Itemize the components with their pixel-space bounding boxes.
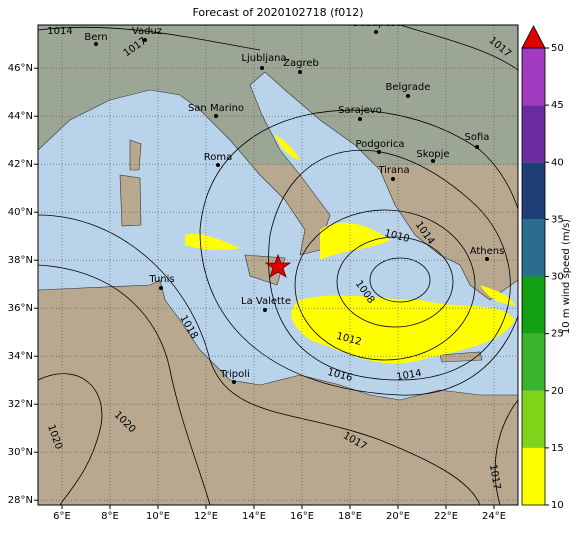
isobars [38, 25, 518, 505]
colorbar-segment [522, 276, 545, 334]
y-tick-label: 44°N [8, 111, 33, 122]
city-marker [214, 114, 218, 118]
city-label: San Marino [188, 103, 244, 114]
colorbar-segment [522, 333, 545, 391]
city-marker [143, 38, 147, 42]
colorbar: 10 15 20 25 30 35 40 45 50 10 m wind speed (m/s) [521, 25, 572, 511]
city-marker [260, 66, 264, 70]
x-tick-label: 22°E [434, 511, 458, 522]
colorbar-tick-label: 30 [551, 272, 564, 283]
axes: 6°E 8°E 10°E 12°E 14°E 16°E 18°E 20°E 22°E 24°E 28… [8, 63, 506, 522]
colorbar-tick-label: 35 [551, 214, 564, 225]
colorbar-segment [522, 162, 545, 220]
isobar-label: 1014 [47, 26, 72, 37]
city-marker [485, 257, 489, 261]
x-tick-label: 14°E [242, 511, 266, 522]
x-tick-label: 24°E [482, 511, 506, 522]
colorbar-segment [522, 48, 545, 106]
colorbar-label: 10 m wind speed (m/s) [561, 219, 572, 334]
city-label: Athens [470, 246, 505, 257]
sardinia [119, 174, 142, 227]
title: Forecast of 2020102718 (f012) [192, 6, 363, 19]
x-tick-label: 10°E [146, 511, 170, 522]
city-label: Skopje [416, 149, 449, 160]
colorbar-tick-label: 10 [551, 500, 564, 511]
x-tick-label: 16°E [290, 511, 314, 522]
city-label: Vaduz [132, 26, 162, 37]
city-marker [298, 70, 302, 74]
x-tick-label: 8°E [101, 511, 119, 522]
map-frame [37, 24, 519, 506]
city-label: Ljubljana [241, 53, 286, 64]
city-label: La Valette [241, 296, 291, 307]
x-tick-label: 12°E [194, 511, 218, 522]
city-marker [391, 177, 395, 181]
y-tick-label: 36°N [8, 303, 33, 314]
corsica [129, 139, 142, 171]
city-label: Tunis [148, 274, 174, 285]
y-tick-label: 40°N [8, 207, 33, 218]
city-marker [406, 94, 410, 98]
city-label: Roma [204, 152, 233, 163]
city-label: Tripoli [219, 369, 250, 380]
colorbar-segment [522, 447, 545, 505]
city-label: Tirana [377, 165, 409, 176]
y-tick-label: 34°N [8, 351, 33, 362]
city-marker [475, 145, 479, 149]
y-tick-label: 28°N [8, 495, 33, 506]
x-tick-label: 20°E [386, 511, 410, 522]
colorbar-segment [522, 219, 545, 277]
colorbar-tick-label: 40 [551, 157, 564, 168]
crete [439, 351, 483, 363]
city-marker [358, 117, 362, 121]
isobar-label: 1014 [396, 368, 423, 383]
y-tick-label: 32°N [8, 399, 33, 410]
colorbar-tick-label: 15 [551, 443, 564, 454]
wind-shading [185, 135, 515, 364]
city-label: Sofia [465, 132, 490, 143]
city-marker [431, 159, 435, 163]
y-tick-label: 42°N [8, 159, 33, 170]
colorbar-segment [522, 390, 545, 448]
city-label: Budapest [352, 18, 399, 29]
y-tick-label: 38°N [8, 255, 33, 266]
y-tick-label: 30°N [8, 447, 33, 458]
city-marker [374, 30, 378, 34]
city-label: Podgorica [355, 139, 404, 150]
colorbar-segment [522, 105, 545, 163]
x-tick-label: 18°E [338, 511, 362, 522]
city-marker [94, 42, 98, 46]
city-marker [377, 150, 381, 154]
colorbar-tick-label: 45 [551, 100, 564, 111]
y-tick-label: 46°N [8, 63, 33, 74]
event-star [264, 253, 292, 278]
city-label: Bern [84, 32, 107, 43]
city-marker [159, 286, 163, 290]
isobar-label: 1017 [487, 464, 502, 491]
colorbar-tick-label: 20 [551, 386, 564, 397]
colorbar-tick-label: 50 [551, 43, 564, 54]
colorbar-extend [521, 25, 546, 49]
city-label: Zagreb [283, 58, 319, 69]
city-marker [263, 308, 267, 312]
city-marker [216, 163, 220, 167]
graticule [38, 25, 518, 505]
city-label: Belgrade [386, 82, 431, 93]
x-tick-label: 6°E [53, 511, 71, 522]
city-label: Sarajevo [338, 105, 382, 116]
colorbar-tick-label: 25 [551, 329, 564, 340]
city-marker [232, 380, 236, 384]
